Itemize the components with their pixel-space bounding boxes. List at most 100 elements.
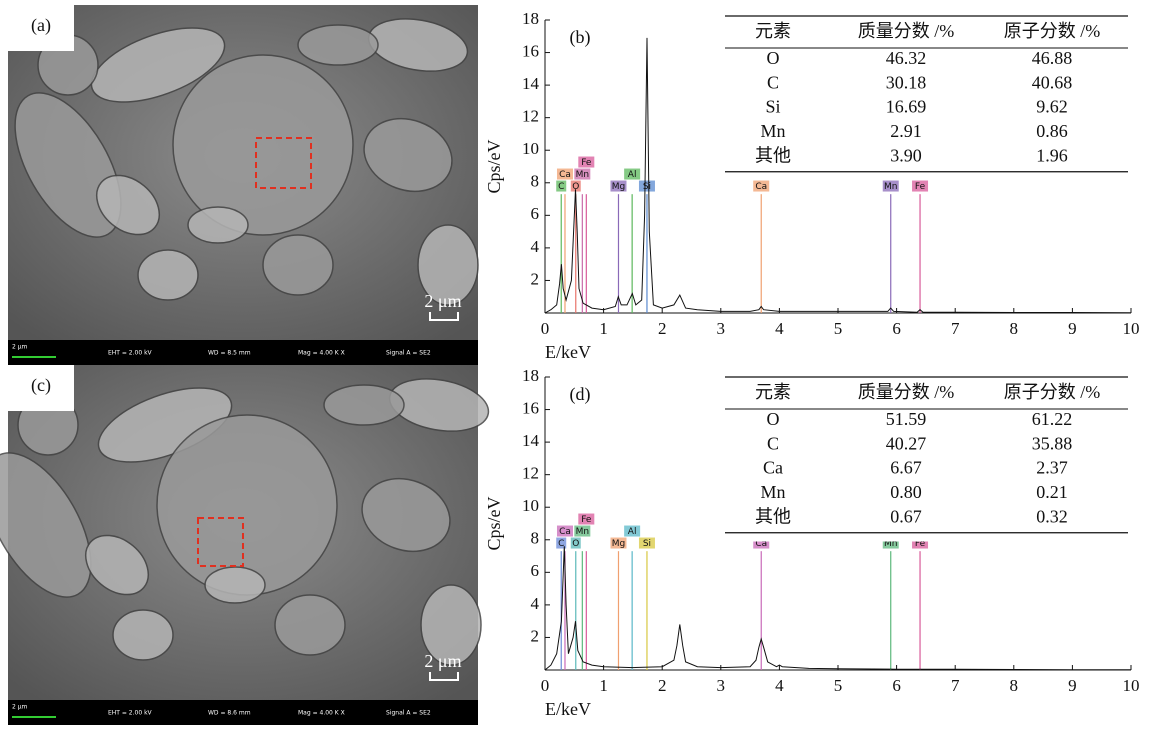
y-tick-label: 16 [522, 41, 539, 60]
scale-bar-label: 2 μm [424, 651, 461, 671]
element-tag [638, 537, 655, 549]
y-tick-label: 2 [531, 269, 540, 288]
x-tick-label: 10 [1123, 676, 1140, 695]
element-label: Fe [915, 539, 926, 549]
element-label: Ca [755, 182, 767, 192]
element-tag [556, 180, 567, 192]
particle [420, 584, 482, 666]
y-tick-label: 16 [522, 398, 539, 417]
x-tick-label: 6 [892, 676, 901, 695]
table-cell: 6.67 [890, 458, 922, 478]
x-tick-label: 2 [658, 319, 667, 338]
x-tick-label: 4 [775, 676, 784, 695]
particle [274, 594, 346, 656]
element-label: Fe [581, 158, 592, 168]
x-tick-label: 4 [775, 319, 784, 338]
y-axis-label: Cps/eV [484, 496, 504, 550]
y-tick-label: 14 [522, 431, 540, 450]
table-cell: 46.32 [886, 48, 927, 68]
x-tick-label: 7 [951, 676, 960, 695]
panel-label: (c) [31, 375, 51, 396]
element-label: Fe [915, 182, 926, 192]
x-tick-label: 5 [834, 676, 843, 695]
particle [323, 384, 405, 426]
table-cell: 40.27 [886, 433, 927, 453]
element-label: Mg [612, 539, 625, 549]
y-tick-label: 12 [522, 464, 539, 483]
table-cell: 51.59 [886, 409, 927, 429]
y-tick-label: 4 [531, 594, 540, 613]
element-label: Mn [884, 539, 897, 549]
label-bg [8, 365, 74, 411]
table-header: 原子分数 /% [1004, 382, 1101, 402]
selection-box [255, 137, 312, 189]
particle [297, 24, 379, 66]
panel-label: (d) [570, 384, 591, 405]
sem-info: WD = 8.5 mm [208, 350, 251, 357]
sem-info: Signal A = SE2 [386, 710, 431, 717]
particle [417, 224, 479, 306]
element-label: Ca [559, 527, 571, 537]
y-axis-label: Cps/eV [484, 139, 504, 193]
table-cell: 0.86 [1036, 121, 1068, 141]
y-tick-label: 12 [522, 107, 539, 126]
element-label: O [572, 539, 579, 549]
sem-info: Mag = 4.00 K X [298, 350, 345, 357]
table-cell: Mn [760, 121, 785, 141]
element-tag [638, 180, 655, 192]
table-cell: C [767, 433, 779, 453]
table-cell: 40.68 [1032, 72, 1073, 92]
x-axis-label: E/keV [545, 699, 591, 719]
sem-texture [0, 378, 490, 666]
table-header: 原子分数 /% [1004, 21, 1101, 41]
particle [137, 249, 199, 301]
spectrum-line [544, 546, 1131, 671]
scale-bar-label: 2 μm [424, 291, 461, 311]
sem-info: Signal A = SE2 [386, 350, 431, 357]
selection-box [197, 517, 244, 567]
y-tick-label: 18 [522, 366, 539, 385]
element-tag [610, 537, 627, 549]
element-tag [882, 180, 899, 192]
table-cell: 61.22 [1032, 409, 1073, 429]
sem-info: WD = 8.6 mm [208, 710, 251, 717]
y-tick-label: 14 [522, 74, 540, 93]
element-tag [753, 537, 770, 549]
table-cell: Mn [760, 482, 785, 502]
sem-info: EHT = 2.00 kV [108, 710, 153, 717]
spectrum-line [544, 37, 1132, 314]
element-tag [624, 525, 641, 537]
table-cell: 1.96 [1036, 145, 1068, 165]
sem-info: 2 μm [12, 344, 28, 351]
x-tick-label: 7 [951, 319, 960, 338]
element-label: Ca [559, 170, 571, 180]
sem-texture [14, 18, 479, 306]
element-tag [556, 168, 573, 180]
y-tick-label: 6 [531, 561, 540, 580]
y-tick-label: 2 [531, 626, 540, 645]
element-label: Ca [755, 539, 767, 549]
table-cell: 9.62 [1036, 97, 1068, 117]
element-label: O [572, 182, 579, 192]
element-label: C [558, 182, 564, 192]
x-tick-label: 10 [1123, 319, 1140, 338]
x-tick-label: 1 [599, 676, 608, 695]
scale-bar [429, 312, 459, 321]
element-tag [574, 525, 591, 537]
table-header: 元素 [755, 382, 791, 402]
particle [363, 117, 453, 193]
particle [112, 609, 174, 661]
table-cell: 2.37 [1036, 458, 1068, 478]
element-label: C [558, 539, 564, 549]
element-tag [912, 180, 929, 192]
table-cell: 16.69 [886, 97, 927, 117]
table-cell: Si [765, 97, 780, 117]
element-label: Mn [576, 527, 589, 537]
table-cell: 46.88 [1032, 48, 1073, 68]
table-cell: 其他 [755, 145, 791, 165]
element-label: Mg [612, 182, 625, 192]
x-tick-label: 3 [717, 319, 726, 338]
particle [361, 477, 451, 553]
table-header: 质量分数 /% [858, 382, 955, 402]
